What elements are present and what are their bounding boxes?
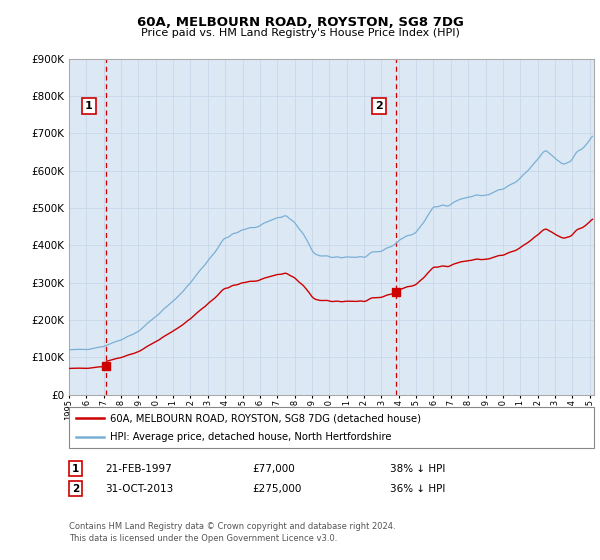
Text: 60A, MELBOURN ROAD, ROYSTON, SG8 7DG (detached house): 60A, MELBOURN ROAD, ROYSTON, SG8 7DG (de… — [110, 413, 421, 423]
Text: 60A, MELBOURN ROAD, ROYSTON, SG8 7DG: 60A, MELBOURN ROAD, ROYSTON, SG8 7DG — [137, 16, 463, 29]
Text: HPI: Average price, detached house, North Hertfordshire: HPI: Average price, detached house, Nort… — [110, 432, 391, 442]
Text: 2: 2 — [72, 484, 79, 494]
Text: 2: 2 — [375, 101, 383, 111]
Text: £275,000: £275,000 — [252, 484, 301, 494]
Text: Price paid vs. HM Land Registry's House Price Index (HPI): Price paid vs. HM Land Registry's House … — [140, 28, 460, 38]
Text: 1: 1 — [72, 464, 79, 474]
Text: 31-OCT-2013: 31-OCT-2013 — [105, 484, 173, 494]
Text: Contains HM Land Registry data © Crown copyright and database right 2024.
This d: Contains HM Land Registry data © Crown c… — [69, 522, 395, 543]
Text: 38% ↓ HPI: 38% ↓ HPI — [390, 464, 445, 474]
Text: £77,000: £77,000 — [252, 464, 295, 474]
Text: 21-FEB-1997: 21-FEB-1997 — [105, 464, 172, 474]
Text: 36% ↓ HPI: 36% ↓ HPI — [390, 484, 445, 494]
Text: 1: 1 — [85, 101, 93, 111]
